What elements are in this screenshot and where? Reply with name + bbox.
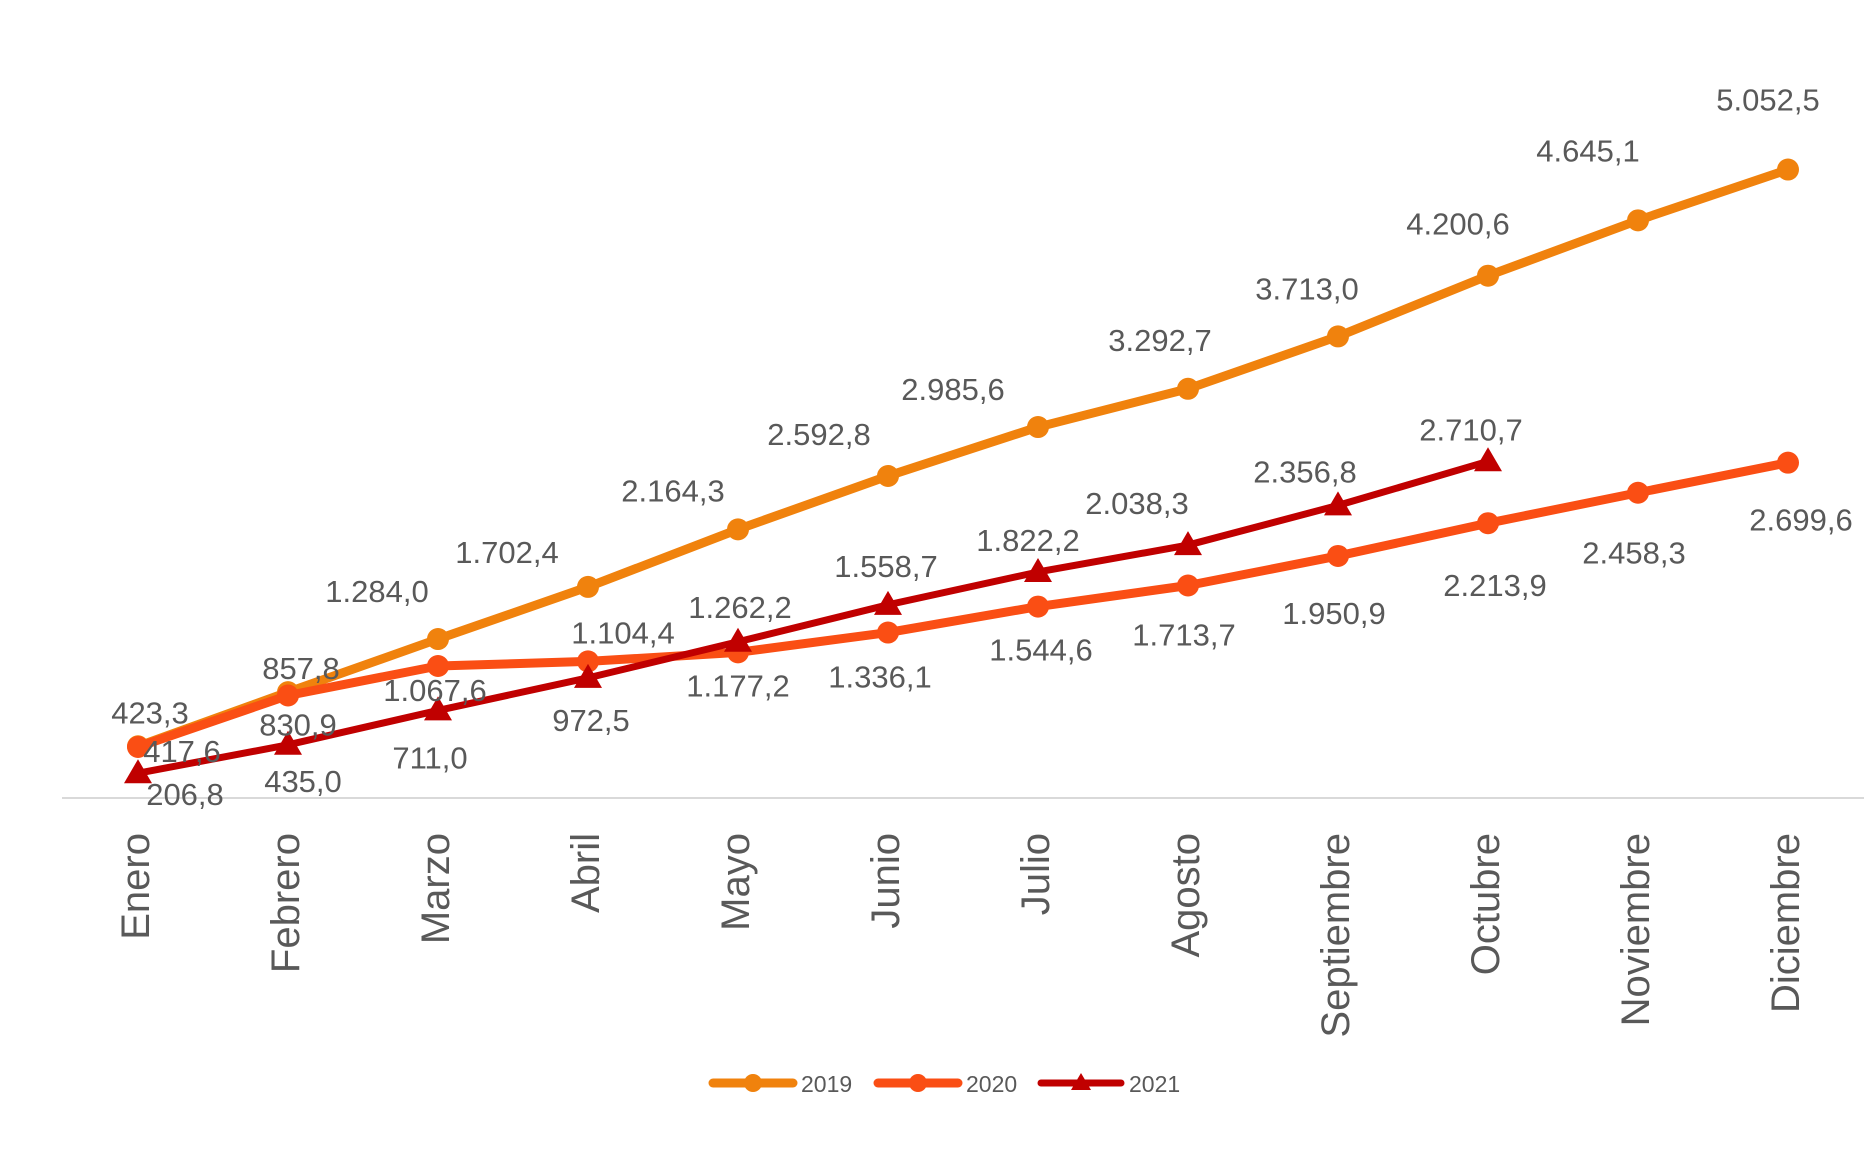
series-2019-point-7 <box>1177 377 1199 400</box>
series-2021-data-label-0: 206,8 <box>146 777 224 812</box>
legend-label-2019: 2019 <box>801 1071 852 1097</box>
x-axis-label-julio: Julio <box>1014 833 1058 915</box>
series-2020-data-label-4: 1.177,2 <box>686 668 789 703</box>
series-2019-point-4 <box>727 518 749 541</box>
series-2020-data-label-5: 1.336,1 <box>828 660 931 695</box>
series-2021-data-label-7: 2.038,3 <box>1085 486 1188 521</box>
series-2021-point-7 <box>1174 531 1202 556</box>
series-2020-point-5 <box>877 621 899 644</box>
series-2021-point-9 <box>1474 447 1502 472</box>
series-2019-line <box>133 165 1793 751</box>
series-2021-data-label-9: 2.710,7 <box>1419 412 1522 447</box>
legend-label-2020: 2020 <box>966 1071 1017 1097</box>
series-2020-data-label-2: 1.067,6 <box>383 673 486 708</box>
x-axis-label-noviembre: Noviembre <box>1614 833 1658 1026</box>
x-axis-label-enero: Enero <box>114 833 158 940</box>
series-2021-point-0 <box>124 759 152 784</box>
series-2021-point-4 <box>724 627 752 652</box>
series-2019-point-3 <box>577 575 599 598</box>
series-2021-point-1 <box>274 730 302 755</box>
series-2020-data-label-10: 2.458,3 <box>1582 536 1685 571</box>
series-2020-data-label-1: 830,9 <box>259 707 337 742</box>
series-2020-data-label-9: 2.213,9 <box>1443 568 1546 603</box>
series-2019-data-label-7: 3.292,7 <box>1108 323 1211 358</box>
series-2021-data-label-3: 972,5 <box>552 703 630 738</box>
legend-item-2019: 2019 <box>708 1071 852 1097</box>
series-2019-point-11 <box>1777 158 1799 181</box>
legend-label-2021: 2021 <box>1129 1071 1180 1097</box>
series-2020-data-label-6: 1.544,6 <box>989 633 1092 668</box>
series-2019-data-label-4: 2.164,3 <box>621 473 724 508</box>
legend-triangle-marker-icon <box>1071 1073 1091 1090</box>
series-2021-point-6 <box>1024 557 1052 582</box>
series-2020-point-2 <box>427 654 449 677</box>
series-2021-line <box>134 457 1492 777</box>
x-axis-label-junio: Junio <box>864 833 908 929</box>
series-2019-data-label-10: 4.645,1 <box>1536 133 1639 168</box>
series-2021-data-label-6: 1.822,2 <box>976 523 1079 558</box>
chart-legend: 2019 2020 2021 <box>708 1071 1180 1097</box>
series-2020-data-label-11: 2.699,6 <box>1749 503 1852 538</box>
series-2019-data-label-8: 3.713,0 <box>1255 271 1358 306</box>
series-2020-point-7 <box>1177 574 1199 597</box>
series-2020-point-11 <box>1777 451 1799 474</box>
series-2020-point-8 <box>1327 544 1349 567</box>
legend-item-2020: 2020 <box>873 1071 1017 1097</box>
series-2019-data-label-11: 5.052,5 <box>1716 83 1819 118</box>
x-axis-label-octubre: Octubre <box>1464 833 1508 975</box>
series-2019-point-2 <box>427 628 449 651</box>
series-2020-data-label-7: 1.713,7 <box>1132 618 1235 653</box>
series-2019-point-9 <box>1477 264 1499 287</box>
series-2020-line <box>133 458 1793 752</box>
x-axis-label-abril: Abril <box>564 833 608 913</box>
series-2021-point-3 <box>574 663 602 688</box>
series-2019-data-label-3: 1.702,4 <box>455 535 558 570</box>
series-2019-point-10 <box>1627 209 1649 232</box>
series-2020-data-label-0: 417,6 <box>143 734 221 769</box>
series-2020-point-0 <box>127 735 149 758</box>
series-2019-point-6 <box>1027 416 1049 439</box>
legend-circle-marker-icon <box>744 1074 762 1092</box>
legend-circle-marker-icon <box>909 1074 927 1092</box>
series-2019-data-label-9: 4.200,6 <box>1406 207 1509 242</box>
x-axis-label-marzo: Marzo <box>414 833 458 944</box>
series-2021-data-label-1: 435,0 <box>264 764 342 799</box>
series-2020-data-label-3: 1.104,4 <box>571 615 674 650</box>
series-2020-data-label-8: 1.950,9 <box>1282 596 1385 631</box>
series-2019-data-label-1: 857,8 <box>262 651 340 686</box>
x-axis-label-diciembre: Diciembre <box>1764 833 1808 1013</box>
series-2021-point-8 <box>1324 491 1352 516</box>
x-axis-label-agosto: Agosto <box>1164 833 1208 958</box>
series-2020-point-10 <box>1627 481 1649 504</box>
legend-item-2021: 2021 <box>1037 1071 1180 1097</box>
series-2019-data-label-6: 2.985,6 <box>901 372 1004 407</box>
series-2021-point-2 <box>424 696 452 721</box>
series-2020-point-9 <box>1477 512 1499 535</box>
series-2021-data-label-5: 1.558,7 <box>834 549 937 584</box>
series-2021-data-label-2: 711,0 <box>392 740 467 775</box>
series-2019-data-label-0: 423,3 <box>111 695 189 730</box>
series-2020-point-1 <box>277 684 299 707</box>
series-2021-point-5 <box>874 590 902 615</box>
series-2020-point-6 <box>1027 595 1049 618</box>
x-axis-label-febrero: Febrero <box>264 833 308 973</box>
series-2019-data-label-5: 2.592,8 <box>767 417 870 452</box>
series-2020-point-3 <box>577 650 599 673</box>
series-2021-data-label-8: 2.356,8 <box>1253 454 1356 489</box>
series-2019-point-5 <box>877 464 899 487</box>
series-2019-point-8 <box>1327 325 1349 348</box>
x-axis-label-mayo: Mayo <box>714 833 758 931</box>
x-axis-label-septiembre: Septiembre <box>1314 833 1358 1038</box>
series-2021-data-label-4: 1.262,2 <box>688 590 791 625</box>
series-2019-data-label-2: 1.284,0 <box>325 574 428 609</box>
